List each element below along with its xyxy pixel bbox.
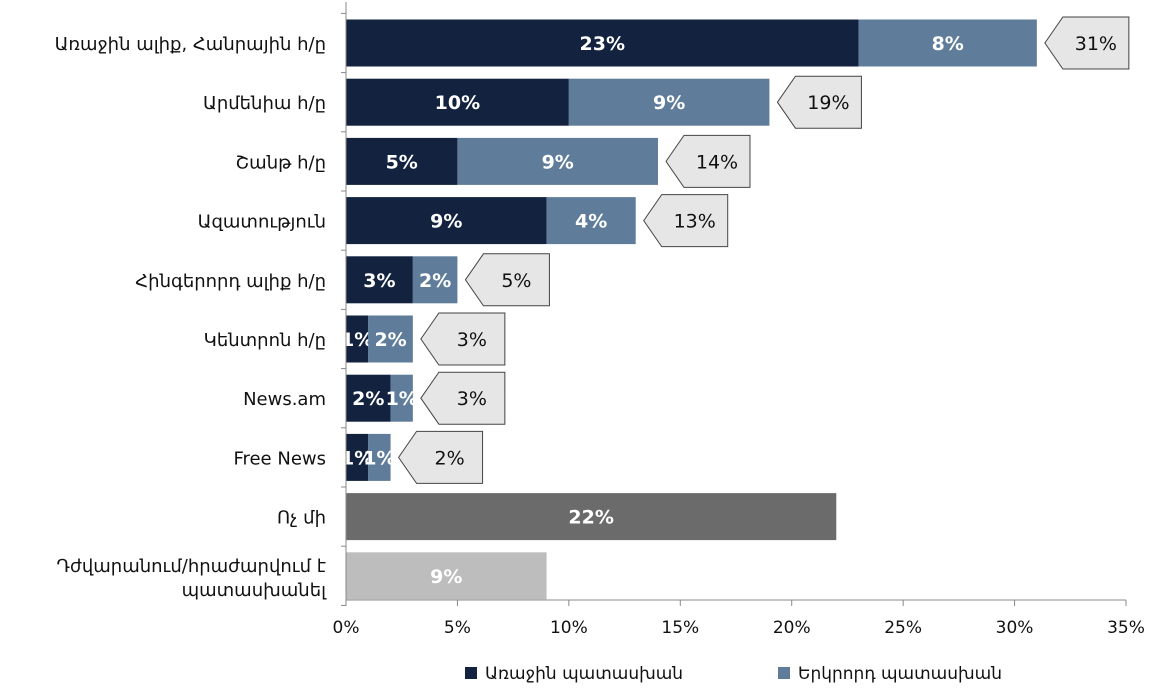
x-tick-label: 10% [550,618,588,638]
bar-segment-series-1 [346,433,369,481]
total-value-label: 3% [457,329,487,351]
bar-value-label: 8% [932,33,964,55]
bar-value-label: 3% [363,270,395,292]
bar-value-label: 9% [430,566,462,588]
bar-value-label: 23% [580,33,625,55]
total-callout [643,194,729,248]
legend-swatch-series-1 [465,667,477,679]
x-tick-label: 20% [773,618,811,638]
total-callout [776,75,862,129]
bar-value-label: 9% [653,92,685,114]
legend-label-series-1: Առաջին պատասխան [485,664,683,684]
bar-segment-series-1 [346,78,569,126]
legend: Առաջին պատասխան Երկրորդ պատասխան [465,664,1002,684]
total-value-label: 3% [457,388,487,410]
total-callout [464,253,550,307]
legend-label-series-2: Երկրորդ պատասխան [798,664,1002,684]
x-axis: 0% 5% 10% 15% 20% 25% 30% 35% [333,2,1145,638]
bar-segment-series-2 [412,256,458,304]
total-value-label: 5% [501,270,531,292]
bar-segment-series-1 [346,256,413,304]
bar-value-label: 9% [542,151,574,173]
bar-segment-series-2 [457,137,658,185]
total-callout [665,134,751,188]
bar-segment-series-2 [568,78,770,126]
bar-segment-series-1 [346,137,458,185]
bars-layer: 23% 8% 31%10% 9% 19%5% 9% 14%9% 4% 13%3% 2% 5%1% 2%… [341,16,1130,600]
bar-value-label: 22% [568,507,613,529]
bar-segment-series-2 [368,433,391,481]
category-label: Արմենիա հ/ը [203,93,326,114]
bar-segment-series-2 [368,315,413,363]
category-label: Շանթ հ/ը [236,152,326,173]
category-labels: Առաջին ալիք, Հանրային հ/ը Արմենիա հ/ը Շանթ… [55,34,328,601]
x-tick-label: 35% [1107,618,1145,638]
bar-value-label: 2% [352,388,384,410]
bar-segment-series-1 [346,197,547,245]
x-tick-label: 25% [884,618,922,638]
bar-value-label: 2% [374,329,406,351]
bar-value-label: 1% [363,447,395,469]
bar-single [346,552,547,600]
total-callout [420,312,506,366]
bar-value-label: 2% [419,270,451,292]
bar-segment-series-1 [346,315,369,363]
total-value-label: 14% [696,151,738,173]
x-tick-label: 0% [333,618,360,638]
total-callout [420,371,506,425]
bar-value-label: 9% [430,211,462,233]
bar-value-label: 1% [386,388,418,410]
x-tick-label: 15% [661,618,699,638]
category-label: Ոչ մի [277,508,326,529]
category-label: Առաջին ալիք, Հանրային հ/ը [55,34,326,55]
bar-value-label: 10% [435,92,480,114]
bar-segment-series-1 [346,374,391,422]
bar-value-label: 1% [341,447,373,469]
bar-segment-series-2 [390,374,413,422]
total-callout [397,430,484,484]
total-value-label: 13% [674,211,716,233]
total-value-label: 2% [434,447,464,469]
category-label: Free News [233,448,326,469]
bar-value-label: 1% [341,329,373,351]
bar-segment-series-2 [858,19,1037,67]
category-label: News.am [243,389,326,410]
category-label: Դժվարանում/հրաժարվում է պատասխանել [56,556,327,601]
x-tick-label: 5% [444,618,471,638]
total-value-label: 19% [807,92,849,114]
total-value-label: 31% [1075,33,1117,55]
category-label: Ազատություն [198,212,326,233]
bar-segment-series-2 [546,197,636,245]
bar-value-label: 4% [575,211,607,233]
bar-value-label: 5% [386,151,418,173]
category-label: Հինգերորդ ալիք հ/ը [135,271,326,292]
legend-swatch-series-2 [778,667,790,679]
total-callout [1044,16,1130,70]
category-label: Կենտրոն հ/ը [204,330,326,351]
bar-segment-series-1 [346,19,859,67]
bar-single [346,493,837,541]
x-tick-label: 30% [996,618,1034,638]
